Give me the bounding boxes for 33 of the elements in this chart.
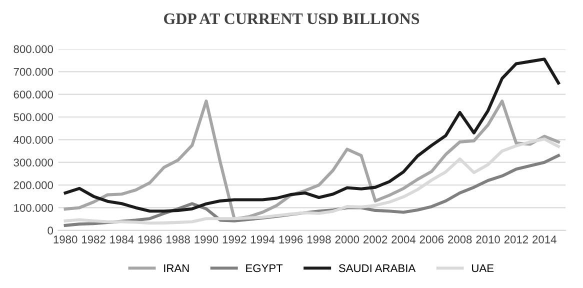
y-tick-label: 600.000	[14, 90, 54, 98]
y-tick-label: 100.000	[14, 204, 54, 212]
legend-label: EGYPT	[246, 264, 283, 272]
y-tick-label: 300.000	[14, 158, 54, 166]
y-tick-label: 400.000	[14, 136, 54, 144]
x-tick-label: 1984	[110, 236, 134, 244]
x-tick-label: 2012	[504, 236, 528, 244]
y-tick-label: 0	[48, 226, 54, 235]
x-tick-label: 1980	[54, 236, 78, 244]
x-tick-label: 2000	[335, 236, 360, 244]
x-tick-label: 1990	[194, 236, 218, 244]
line-series	[64, 58, 560, 213]
x-tick-label: 1992	[222, 236, 246, 244]
chart-title: GDP AT CURRENT USD BILLIONS	[164, 13, 420, 24]
x-tick-label: 1982	[82, 236, 106, 244]
x-tick-label: 2008	[448, 236, 472, 244]
x-tick-label: 2002	[364, 236, 388, 244]
y-tick-label: 200.000	[14, 181, 54, 190]
legend-label: SAUDI ARABIA	[338, 264, 416, 272]
x-tick-label: 1996	[279, 236, 303, 244]
x-tick-label: 1986	[138, 236, 162, 244]
legend-label: IRAN	[164, 264, 189, 272]
y-tick-label: 800.000	[14, 45, 54, 54]
x-tick-label: 2004	[392, 236, 416, 244]
x-tick-label: 2014	[532, 236, 556, 244]
y-tick-label: 700.000	[14, 68, 54, 76]
x-tick-label: 1994	[251, 236, 275, 244]
legend-label: UAE	[472, 264, 494, 272]
x-tick-label: 1988	[166, 236, 190, 244]
y-tick-label: 500.000	[14, 113, 54, 122]
x-tick-label: 1998	[307, 236, 331, 244]
x-tick-label: 2010	[476, 236, 500, 244]
x-tick-label: 2006	[420, 236, 444, 244]
